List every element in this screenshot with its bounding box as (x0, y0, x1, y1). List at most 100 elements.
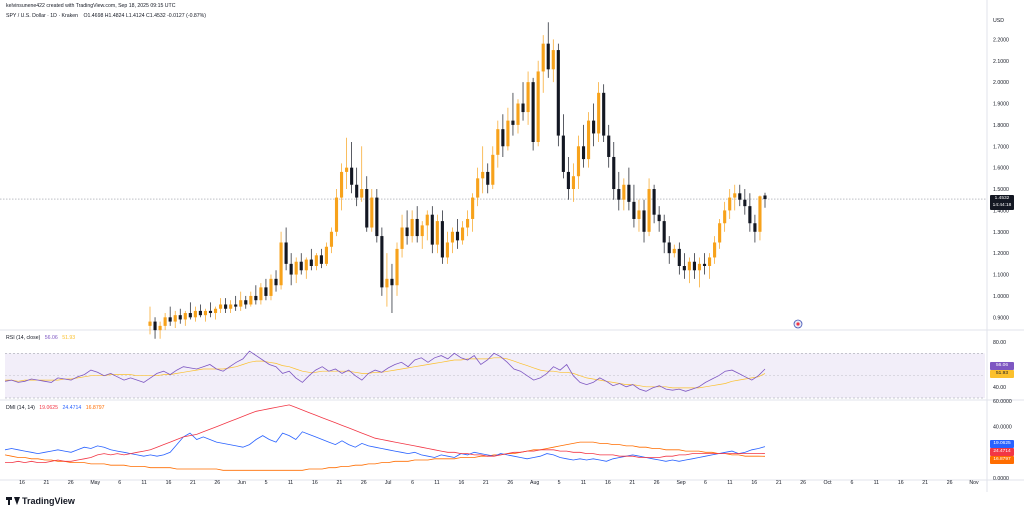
price-tick-label: 1.2000 (993, 251, 1009, 257)
candle-body (254, 295, 258, 301)
candle-body (481, 171, 485, 179)
candle-body (581, 146, 586, 160)
rsi-tick-label: 40.00 (993, 385, 1006, 391)
candle-body (707, 257, 712, 266)
time-tick-label: 5 (558, 480, 561, 486)
candle-body (334, 197, 339, 232)
candle-body (309, 259, 313, 266)
candle-body (234, 304, 238, 307)
dmi-minus-tag: 19.0625 (990, 440, 1014, 448)
candle-body (193, 310, 197, 318)
candle-body (692, 261, 696, 271)
time-tick-label: 16 (605, 480, 611, 486)
dmi-plus-line (5, 404, 766, 464)
rsi-legend: RSI (14, close) 56.06 51.93 (6, 335, 75, 341)
candle-body (556, 50, 560, 136)
time-tick-label: 21 (190, 480, 196, 486)
price-tick-label: 1.7000 (993, 144, 1009, 150)
candle-body (229, 304, 233, 309)
candle-body (239, 300, 243, 307)
time-tick-label: 26 (214, 480, 220, 486)
candle-body (718, 223, 722, 243)
time-tick-label: 26 (361, 480, 367, 486)
candle-body (551, 50, 555, 70)
candle-body (682, 266, 686, 271)
candle-body (531, 82, 535, 142)
candle-body (430, 214, 434, 245)
price-tick-label: 1.3000 (993, 230, 1009, 236)
rsi-line (4, 350, 766, 392)
current-price-value: 1.4532 (994, 196, 1010, 201)
candle-body (541, 43, 545, 72)
candle-body (702, 263, 707, 266)
candle-body (607, 135, 611, 157)
candle-body (183, 313, 187, 320)
symbol-title[interactable]: SPY / U.S. Dollar · 1D · Kraken (6, 13, 78, 19)
price-tick-label: 2.2000 (993, 37, 1009, 43)
current-price-tag: 1.4532 14:44:18 (990, 195, 1014, 210)
candle-body (415, 218, 419, 237)
candle-body (198, 310, 202, 316)
time-tick-label: Nov (969, 480, 979, 486)
candle-body (571, 176, 576, 190)
time-tick-label: 6 (411, 480, 414, 486)
time-tick-label: 26 (68, 480, 74, 486)
candle-body (385, 278, 389, 288)
candle-body (561, 135, 565, 172)
brand-name: TradingView (22, 496, 75, 506)
candle-body (168, 317, 172, 322)
candle-body (662, 221, 666, 243)
candle-body (259, 287, 263, 301)
time-tick-label: 6 (118, 480, 121, 486)
price-tick-label: 1.5000 (993, 187, 1009, 193)
candle-body (713, 242, 717, 258)
candle-body (294, 261, 298, 275)
candle-body (592, 120, 596, 134)
candle-body (360, 189, 364, 198)
candle-body (642, 210, 646, 232)
dmi-plus-tag: 24.4714 (990, 448, 1014, 456)
time-tick-label: 16 (166, 480, 172, 486)
time-tick-label: May (90, 480, 100, 486)
time-tick-label: 6 (704, 480, 707, 486)
time-tick-label: 26 (800, 480, 806, 486)
price-tick-label: 0.9000 (993, 315, 1009, 321)
rsi-title[interactable]: RSI (14, close) (6, 335, 41, 341)
tradingview-logo[interactable]: TradingView (6, 496, 75, 506)
candle-body (178, 315, 182, 320)
time-tick-label: 21 (629, 480, 635, 486)
candle-body (219, 304, 223, 309)
candle-body (460, 227, 465, 241)
candle-body (466, 218, 470, 228)
dmi-tick-label: 0.0000 (993, 476, 1009, 482)
time-tick-label: 16 (458, 480, 464, 486)
time-tick-label: 21 (483, 480, 489, 486)
time-tick-label: 11 (288, 480, 293, 486)
candle-body (536, 71, 540, 142)
candle-body (380, 236, 384, 288)
candle-body (304, 259, 308, 271)
time-tick-label: 6 (851, 480, 854, 486)
dmi-legend: DMI (14, 14) 19.0625 24.4714 16.8797 (6, 405, 104, 411)
candle-body (455, 231, 460, 241)
time-tick-label: 26 (947, 480, 953, 486)
candle-body (435, 221, 439, 245)
candle-body (496, 129, 500, 155)
candle-body (743, 199, 747, 207)
candle-body (632, 201, 636, 219)
price-tick-label: 2.1000 (993, 59, 1009, 65)
rsi-value-tag: 56.06 (990, 362, 1014, 370)
dmi-title[interactable]: DMI (14, 14) (6, 405, 35, 411)
candle-body (400, 227, 404, 249)
candle-body (355, 184, 359, 198)
time-tick-label: 16 (312, 480, 318, 486)
candle-body (612, 156, 616, 190)
candle-body (264, 287, 268, 296)
candle-body (339, 171, 344, 198)
candle-body (329, 231, 334, 247)
time-tick-label: 16 (898, 480, 904, 486)
candle-body (763, 195, 767, 200)
candle-body (370, 197, 374, 228)
time-tick-label: 5 (265, 480, 268, 486)
